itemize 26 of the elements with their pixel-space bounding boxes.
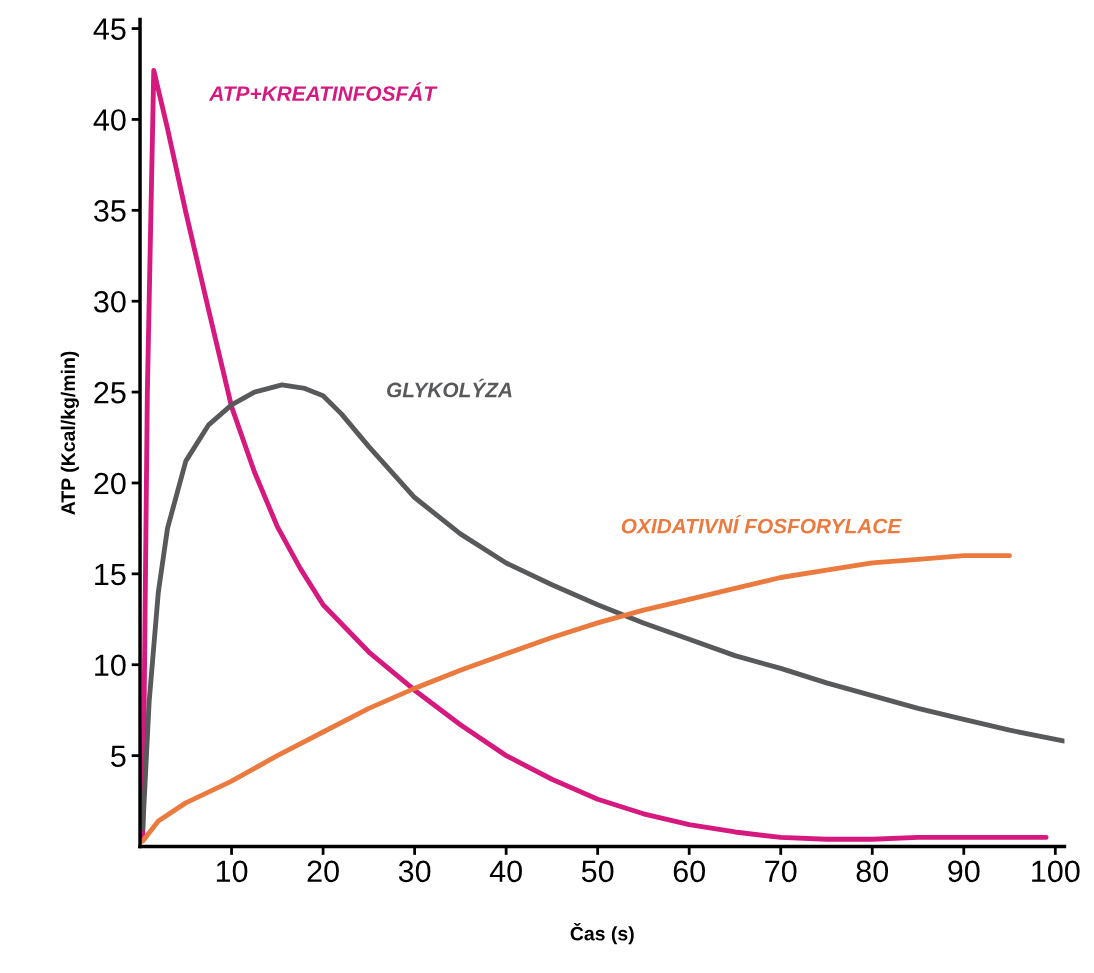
x-tick-label: 30 bbox=[398, 860, 431, 883]
x-axis-title: Čas (s) bbox=[570, 922, 634, 945]
line-series bbox=[140, 553, 1012, 844]
y-tick-label: 10 bbox=[95, 654, 126, 677]
text: GLYKOLÝZA bbox=[387, 378, 512, 398]
y-tick-label: 30 bbox=[94, 290, 126, 313]
x-tick-label: 20 bbox=[307, 860, 339, 883]
series-label: OXIDATIVNÍ FOSFORYLACE bbox=[621, 514, 902, 534]
y-tick-label: 5 bbox=[111, 745, 126, 767]
y-tick-label: 40 bbox=[93, 109, 126, 131]
y-tick-label: 35 bbox=[94, 200, 126, 222]
x-tick-label: 80 bbox=[856, 860, 889, 883]
text: ATP+KREATINFOSFÁT bbox=[208, 82, 438, 101]
line-series bbox=[140, 67, 1049, 842]
x-tick-label: 60 bbox=[673, 860, 705, 883]
y-tick-label: 15 bbox=[95, 563, 126, 586]
y-tick-label: 25 bbox=[94, 381, 126, 404]
x-tick-label: 10 bbox=[216, 860, 248, 883]
y-tick-label: 45 bbox=[93, 18, 126, 40]
y-axis-title: ATP (Kcal/kg/min) bbox=[60, 351, 79, 515]
x-tick-label: 90 bbox=[948, 860, 980, 883]
x-tick-label: 70 bbox=[765, 860, 797, 883]
x-tick-label: 40 bbox=[489, 860, 522, 883]
x-tick-label: 50 bbox=[581, 860, 614, 883]
y-tick-label: 20 bbox=[94, 472, 126, 495]
x-tick-label: 100 bbox=[1032, 860, 1080, 883]
